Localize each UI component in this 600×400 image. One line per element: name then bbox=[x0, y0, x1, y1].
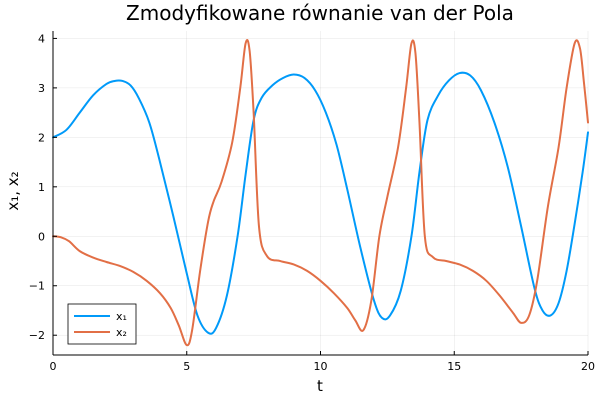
series-layer bbox=[52, 38, 589, 347]
y-tick-label: 0 bbox=[38, 230, 45, 243]
axes: 0 5 10 15 20 −2 −1 0 1 2 3 4 bbox=[29, 31, 595, 373]
y-tick-label: 3 bbox=[38, 82, 45, 95]
x-tick-label: 15 bbox=[447, 360, 461, 373]
x-tick-label: 5 bbox=[183, 360, 190, 373]
x-tick-label: 10 bbox=[314, 360, 328, 373]
y-tick-label: 2 bbox=[38, 131, 45, 144]
y-tick-label: −2 bbox=[29, 329, 45, 342]
legend-box bbox=[67, 303, 137, 345]
legend-label: x₁ bbox=[116, 310, 127, 323]
x-tick-label: 0 bbox=[50, 360, 57, 373]
series-line-2 bbox=[52, 38, 589, 347]
x-tick-label: 20 bbox=[581, 360, 595, 373]
y-tick-label: −1 bbox=[29, 280, 45, 293]
y-tick-label: 1 bbox=[38, 181, 45, 194]
x-axis-label: t bbox=[317, 377, 323, 395]
chart-title: Zmodyfikowane równanie van der Pola bbox=[126, 1, 514, 25]
legend: x₁ x₂ bbox=[67, 303, 137, 345]
y-axis-label: x₁, x₂ bbox=[4, 171, 22, 210]
y-tick-label: 4 bbox=[38, 32, 45, 45]
legend-label: x₂ bbox=[116, 326, 127, 339]
series-line-1 bbox=[52, 71, 589, 335]
